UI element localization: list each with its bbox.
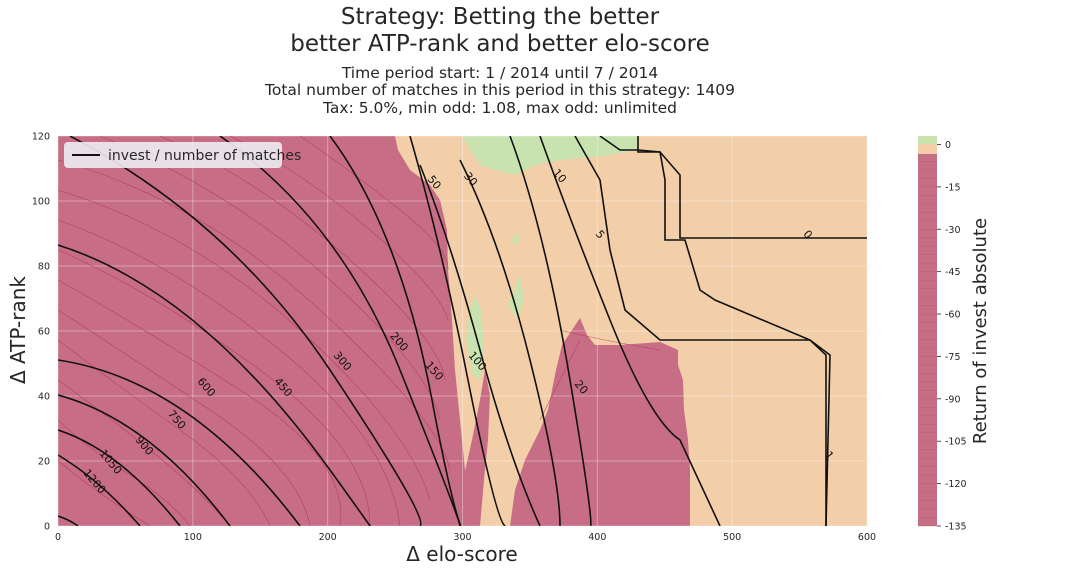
colorbar-tick-label: -105 bbox=[945, 437, 967, 448]
boundary-line bbox=[559, 329, 661, 351]
colorbar-near-zero bbox=[918, 144, 937, 154]
colorbar-ticks: 0 -15 -30 -45 -60 -75 -90 -105 -120 -135 bbox=[937, 140, 967, 533]
contour-line-200 bbox=[219, 136, 461, 526]
chart-title-line-1: Strategy: Betting the better bbox=[340, 4, 660, 30]
negative-region-left bbox=[58, 136, 468, 526]
boundary-line bbox=[58, 219, 401, 526]
boundary-line bbox=[58, 309, 311, 526]
subtitle-line-1: Time period start: 1 / 2014 until 7 / 20… bbox=[341, 64, 659, 82]
colorbar-positive bbox=[918, 136, 937, 144]
contour-line-30 bbox=[459, 159, 561, 526]
boundary-line bbox=[58, 379, 231, 526]
boundary-line bbox=[58, 279, 342, 526]
y-tick-label: 20 bbox=[38, 457, 50, 468]
contour-line-100 bbox=[409, 136, 506, 526]
boundary-line bbox=[58, 189, 431, 501]
x-tick-label: 600 bbox=[858, 532, 876, 543]
y-tick-label: 100 bbox=[32, 197, 50, 208]
contour-line-600 bbox=[58, 359, 301, 526]
y-axis-label: Δ ATP-rank bbox=[6, 276, 30, 384]
colorbar-tick-label: 0 bbox=[945, 140, 951, 151]
grid bbox=[57, 135, 868, 527]
boundary-line bbox=[58, 459, 151, 526]
boundary-line bbox=[58, 249, 371, 526]
y-tick-label: 0 bbox=[44, 522, 50, 533]
legend-box bbox=[64, 142, 282, 168]
colorbar-tick-label: -135 bbox=[945, 522, 967, 533]
colorbar-label: Return of invest absolute bbox=[970, 218, 991, 444]
y-tick-label: 120 bbox=[32, 132, 50, 143]
contour-line-50 bbox=[419, 164, 541, 526]
contour-line-450 bbox=[58, 244, 372, 526]
colorbar-tick-label: -45 bbox=[945, 267, 961, 278]
contour-line-150 bbox=[329, 136, 470, 526]
x-tick-label: 0 bbox=[55, 532, 61, 543]
contour-line-900 bbox=[58, 429, 181, 526]
colorbar-tick-label: -90 bbox=[945, 394, 961, 405]
colorbar-tick-label: -60 bbox=[945, 310, 961, 321]
contour-lines bbox=[58, 136, 867, 526]
colorbar: 0 -15 -30 -45 -60 -75 -90 -105 -120 -135 Return o… bbox=[918, 136, 991, 533]
x-tick-label: 100 bbox=[184, 532, 202, 543]
colorbar-stripes bbox=[918, 161, 937, 527]
negative-region-spur bbox=[463, 370, 490, 526]
x-tick-label: 400 bbox=[588, 532, 606, 543]
subtitle-line-3: Tax: 5.0%, min odd: 1.08, max odd: unlim… bbox=[323, 99, 677, 117]
x-axis-ticks: 0 100 200 300 400 500 600 bbox=[55, 532, 876, 543]
boundary-line bbox=[99, 136, 441, 421]
subtitle-line-2: Total number of matches in this period i… bbox=[265, 81, 735, 99]
positive-region-small bbox=[508, 275, 524, 318]
y-tick-label: 60 bbox=[38, 327, 50, 338]
x-tick-label: 200 bbox=[319, 532, 337, 543]
y-axis-ticks: 0 20 40 60 80 100 120 bbox=[32, 132, 50, 533]
contour-line-20 bbox=[509, 136, 592, 526]
legend: invest / number of matches bbox=[64, 142, 301, 168]
legend-label: invest / number of matches bbox=[108, 148, 301, 164]
contour-line-10 bbox=[539, 136, 721, 526]
contour-line-1050 bbox=[58, 454, 141, 526]
y-tick-label: 80 bbox=[38, 262, 50, 273]
x-tick-label: 300 bbox=[453, 532, 471, 543]
boundary-line bbox=[58, 339, 271, 526]
positive-region-top bbox=[462, 136, 638, 175]
colorbar-tick-label: -120 bbox=[945, 479, 967, 490]
contour-line-5 bbox=[574, 136, 831, 526]
colorbar-tick-label: -75 bbox=[945, 352, 961, 363]
y-tick-label: 40 bbox=[38, 392, 50, 403]
x-axis-label: Δ elo-score bbox=[406, 542, 517, 566]
boundary-line bbox=[299, 136, 449, 271]
boundary-line bbox=[539, 339, 581, 421]
colorbar-tick-label: -15 bbox=[945, 182, 961, 193]
colorbar-negative bbox=[918, 154, 937, 526]
chart-title-line-2: better ATP-rank and better elo-score bbox=[290, 31, 710, 57]
contour-line-300 bbox=[69, 136, 422, 526]
contour-line-750 bbox=[58, 394, 231, 526]
contour-line-0 bbox=[637, 136, 867, 239]
x-tick-label: 500 bbox=[723, 532, 741, 543]
colorbar-tick-label: -30 bbox=[945, 225, 961, 236]
positive-region-dot bbox=[512, 232, 520, 246]
boundary-line bbox=[58, 159, 451, 471]
contour-line-1 bbox=[599, 136, 827, 526]
contour-line-1200 bbox=[58, 515, 79, 526]
